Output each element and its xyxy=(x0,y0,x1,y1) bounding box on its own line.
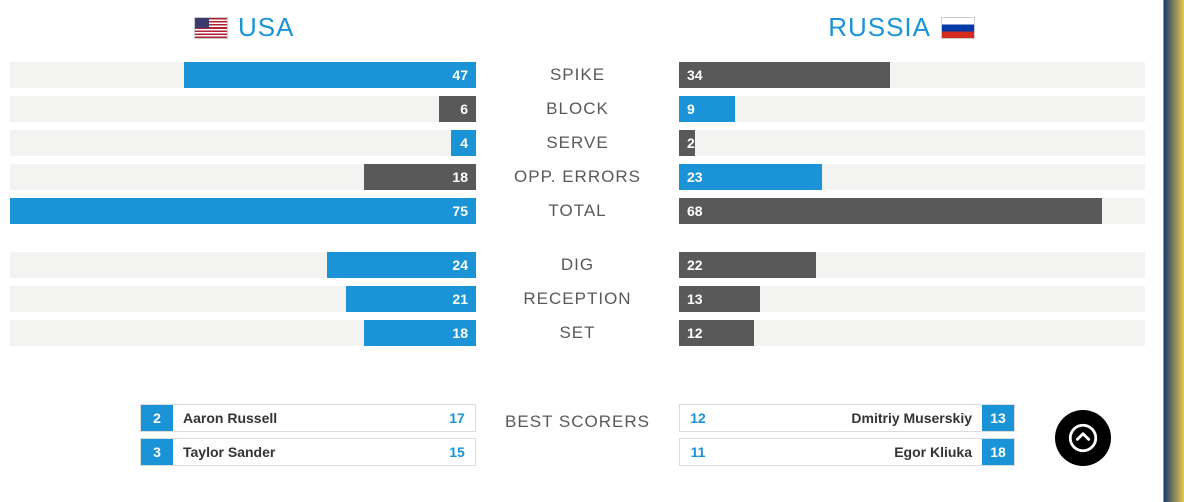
stat-label: SET xyxy=(559,320,595,346)
scorer-jersey-number: 13 xyxy=(982,405,1014,431)
flag-icon xyxy=(941,17,975,39)
stat-bar-left: 18 xyxy=(364,164,476,190)
stat-track-right: 34 xyxy=(679,62,1145,88)
stat-track-right: 13 xyxy=(679,286,1145,312)
scorer-points: 15 xyxy=(439,439,475,465)
stat-row: DIG 24 22 xyxy=(10,252,1145,278)
stat-track-left: 47 xyxy=(10,62,476,88)
stat-row: TOTAL 75 68 xyxy=(10,198,1145,224)
stat-value-left: 6 xyxy=(460,101,468,117)
scroll-to-top-button[interactable] xyxy=(1055,410,1111,466)
team-right: RUSSIA xyxy=(828,12,975,43)
stat-row: SET 18 12 xyxy=(10,320,1145,346)
stat-value-right: 13 xyxy=(687,291,703,307)
stat-track-left: 21 xyxy=(10,286,476,312)
stat-track-left: 4 xyxy=(10,130,476,156)
stat-track-right: 22 xyxy=(679,252,1145,278)
scorers-right: 12Dmitriy Muserskiy13 11Egor Kliuka18 xyxy=(679,404,1015,472)
scorer-name: Taylor Sander xyxy=(173,439,439,465)
stat-row: SERVE 4 2 xyxy=(10,130,1145,156)
team-left: USA xyxy=(194,12,294,43)
stat-value-right: 22 xyxy=(687,257,703,273)
stat-bar-left: 18 xyxy=(364,320,476,346)
scorer-points: 17 xyxy=(439,405,475,431)
stat-row: SPIKE 47 34 xyxy=(10,62,1145,88)
stat-track-right: 12 xyxy=(679,320,1145,346)
stat-bar-left: 47 xyxy=(184,62,476,88)
stat-value-right: 68 xyxy=(687,203,703,219)
stat-value-left: 21 xyxy=(452,291,468,307)
stat-bar-right: 2 xyxy=(679,130,695,156)
stat-track-left: 18 xyxy=(10,164,476,190)
stat-track-right: 2 xyxy=(679,130,1145,156)
stat-value-right: 34 xyxy=(687,67,703,83)
stat-track-left: 18 xyxy=(10,320,476,346)
stat-bar-right: 23 xyxy=(679,164,822,190)
best-scorers: BEST SCORERS 2Aaron Russell17 3Taylor San… xyxy=(10,404,1145,484)
scorer-points: 12 xyxy=(680,405,716,431)
stat-value-right: 9 xyxy=(687,101,695,117)
scorers-left: 2Aaron Russell17 3Taylor Sander15 xyxy=(140,404,476,472)
stat-track-right: 9 xyxy=(679,96,1145,122)
stats-chart: SPIKE 47 34 BLOCK 6 9 SERVE 4 2 OPP. ERRORS 18 23 TO… xyxy=(10,62,1145,354)
stat-track-left: 75 xyxy=(10,198,476,224)
scorer-row[interactable]: 11Egor Kliuka18 xyxy=(679,438,1015,466)
flag-icon xyxy=(194,17,228,39)
stat-value-right: 23 xyxy=(687,169,703,185)
stat-bar-left: 75 xyxy=(10,198,476,224)
stat-bar-right: 34 xyxy=(679,62,890,88)
stat-row: OPP. ERRORS 18 23 xyxy=(10,164,1145,190)
scorer-name: Aaron Russell xyxy=(173,405,439,431)
stat-label: BLOCK xyxy=(546,96,609,122)
stat-label: SPIKE xyxy=(550,62,605,88)
scorer-name: Egor Kliuka xyxy=(716,439,982,465)
stat-bar-left: 21 xyxy=(346,286,476,312)
stat-value-left: 18 xyxy=(452,169,468,185)
scorer-jersey-number: 2 xyxy=(141,405,173,431)
stat-track-left: 24 xyxy=(10,252,476,278)
stat-row: BLOCK 6 9 xyxy=(10,96,1145,122)
stat-label: TOTAL xyxy=(548,198,606,224)
stat-value-left: 4 xyxy=(460,135,468,151)
stat-label: SERVE xyxy=(546,130,608,156)
stat-value-left: 18 xyxy=(452,325,468,341)
stat-row: RECEPTION 21 13 xyxy=(10,286,1145,312)
stat-track-right: 23 xyxy=(679,164,1145,190)
right-edge-stripe xyxy=(1155,0,1184,502)
stat-bar-left: 4 xyxy=(451,130,476,156)
stat-bar-right: 9 xyxy=(679,96,735,122)
stat-label: RECEPTION xyxy=(523,286,631,312)
arrow-up-icon xyxy=(1066,421,1100,455)
scorer-jersey-number: 18 xyxy=(982,439,1014,465)
team-left-name: USA xyxy=(238,12,294,43)
stat-bar-right: 68 xyxy=(679,198,1102,224)
stat-track-right: 68 xyxy=(679,198,1145,224)
scorer-name: Dmitriy Muserskiy xyxy=(716,405,982,431)
stat-bar-right: 22 xyxy=(679,252,816,278)
stat-value-left: 24 xyxy=(452,257,468,273)
stat-bar-left: 24 xyxy=(327,252,476,278)
stat-value-left: 47 xyxy=(452,67,468,83)
stat-track-left: 6 xyxy=(10,96,476,122)
stat-value-left: 75 xyxy=(452,203,468,219)
stat-bar-left: 6 xyxy=(439,96,476,122)
teams-header: USA RUSSIA xyxy=(0,12,1155,48)
stat-label: OPP. ERRORS xyxy=(514,164,641,190)
scorer-row[interactable]: 2Aaron Russell17 xyxy=(140,404,476,432)
stat-bar-right: 13 xyxy=(679,286,760,312)
scorer-row[interactable]: 3Taylor Sander15 xyxy=(140,438,476,466)
stat-label: DIG xyxy=(561,252,594,278)
stat-value-right: 2 xyxy=(687,135,695,151)
scorer-points: 11 xyxy=(680,439,716,465)
scorer-row[interactable]: 12Dmitriy Muserskiy13 xyxy=(679,404,1015,432)
scorer-jersey-number: 3 xyxy=(141,439,173,465)
team-right-name: RUSSIA xyxy=(828,12,931,43)
stat-bar-right: 12 xyxy=(679,320,754,346)
stat-value-right: 12 xyxy=(687,325,703,341)
best-scorers-label: BEST SCORERS xyxy=(505,412,650,432)
